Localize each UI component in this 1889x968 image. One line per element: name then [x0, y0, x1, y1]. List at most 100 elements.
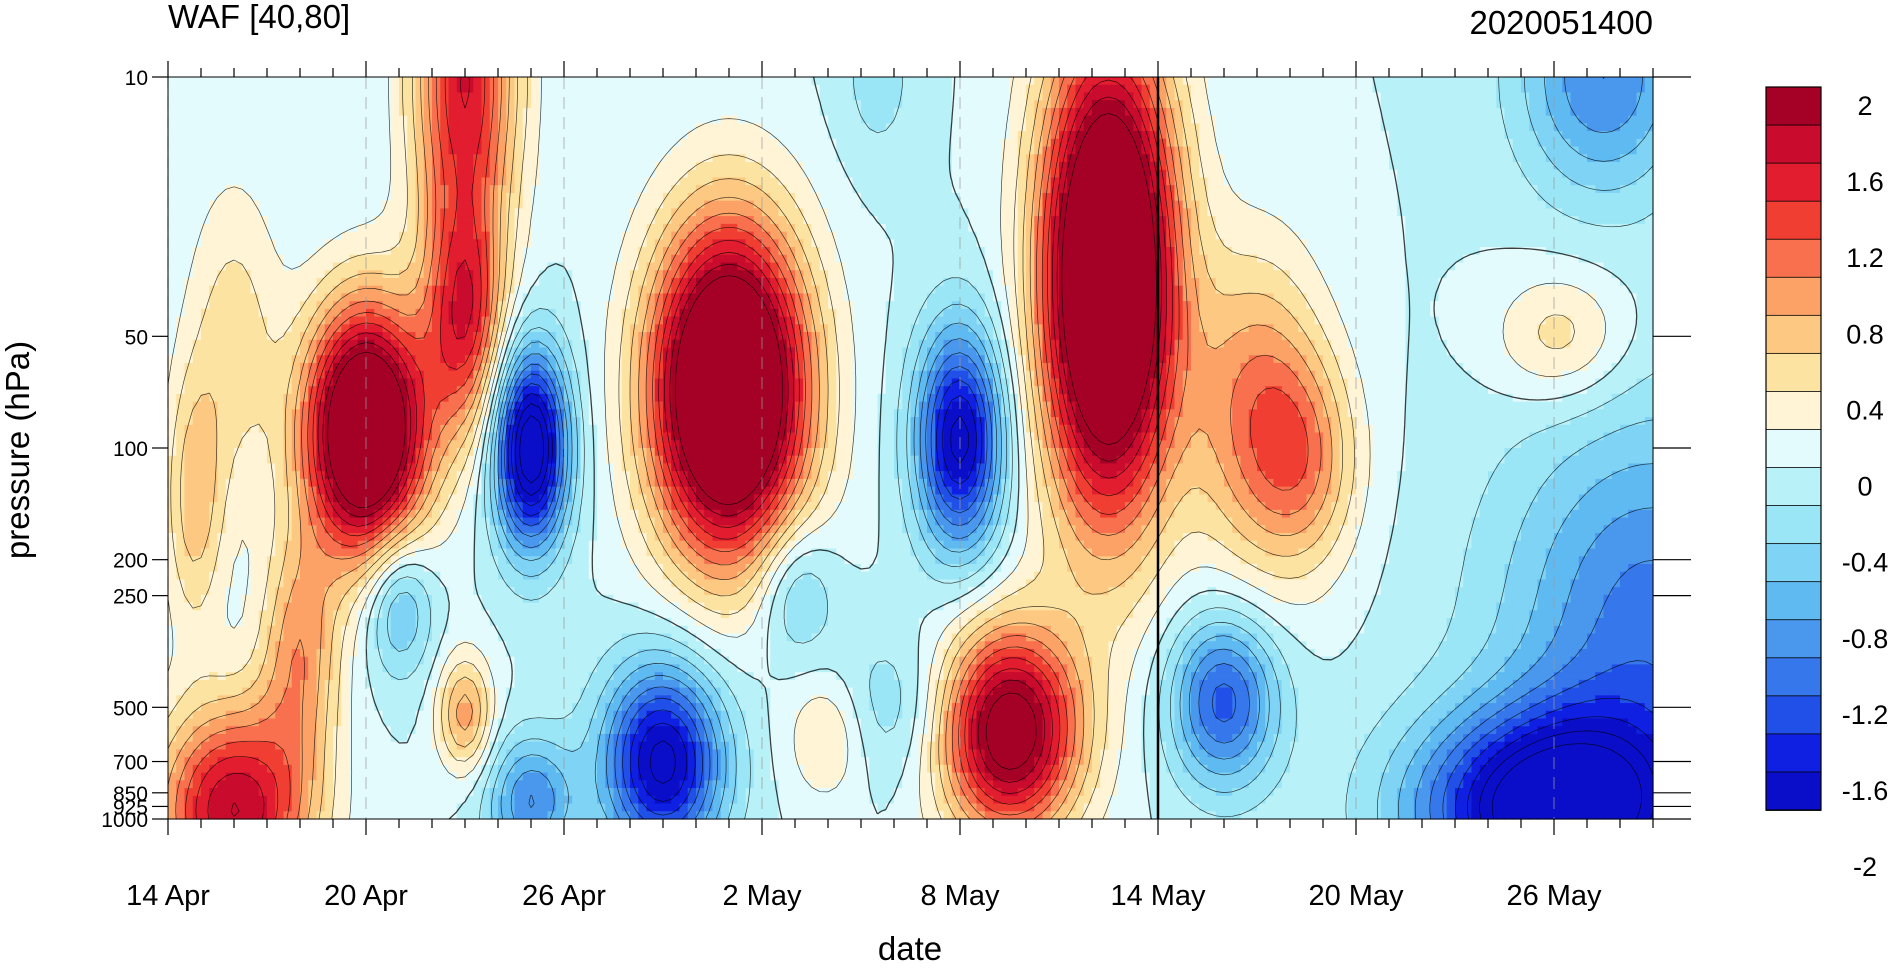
field-cell — [522, 162, 532, 171]
field-cell — [836, 138, 846, 148]
field-cell — [1347, 123, 1357, 132]
field-cell — [1232, 123, 1242, 132]
field-cell — [1397, 223, 1407, 233]
field-cell — [1026, 92, 1035, 101]
field-cell — [366, 262, 375, 271]
field-cell — [1562, 162, 1572, 171]
field-cell — [1290, 162, 1299, 171]
field-cell — [267, 107, 276, 117]
field-cell — [704, 247, 714, 256]
field-cell — [324, 231, 334, 240]
field-cell — [1636, 100, 1646, 109]
field-cell — [209, 200, 219, 209]
field-cell — [465, 239, 474, 248]
field-cell — [514, 154, 524, 163]
field-cell — [580, 270, 590, 279]
field-cell — [333, 223, 342, 233]
field-cell — [1232, 84, 1242, 94]
field-cell — [547, 231, 557, 240]
field-cell — [1504, 84, 1514, 94]
field-cell — [1133, 185, 1143, 194]
field-cell — [498, 262, 507, 271]
field-cell — [1578, 231, 1588, 240]
field-cell — [1075, 262, 1085, 271]
field-cell — [976, 223, 986, 233]
field-cell — [1224, 239, 1233, 248]
field-cell — [588, 208, 598, 217]
field-cell — [1050, 247, 1060, 256]
field-cell — [580, 223, 590, 233]
field-cell — [1067, 131, 1077, 140]
field-cell — [1537, 223, 1547, 233]
field-cell — [1116, 200, 1126, 209]
field-cell — [1067, 107, 1077, 117]
field-cell — [613, 100, 623, 109]
field-cell — [531, 200, 540, 209]
field-cell — [1438, 208, 1448, 217]
field-cell — [630, 177, 639, 186]
field-cell — [927, 208, 936, 217]
field-cell — [819, 262, 829, 271]
field-cell — [902, 146, 912, 155]
field-cell — [291, 200, 301, 209]
field-cell — [1257, 169, 1266, 179]
field-cell — [357, 84, 367, 94]
field-cell — [555, 107, 565, 117]
field-cell — [753, 285, 763, 295]
field-cell — [1149, 92, 1159, 101]
field-cell — [844, 115, 854, 124]
field-cell — [300, 192, 309, 202]
field-cell — [1545, 77, 1555, 86]
field-cell — [1116, 169, 1126, 179]
field-cell — [514, 192, 524, 202]
field-cell — [1372, 146, 1382, 155]
field-cell — [1595, 100, 1605, 109]
field-cell — [1125, 239, 1134, 248]
field-cell — [506, 162, 516, 171]
field-cell — [778, 92, 788, 101]
field-cell — [679, 146, 689, 155]
field-cell — [209, 177, 219, 186]
field-cell — [448, 285, 458, 295]
field-cell — [960, 185, 969, 194]
field-cell — [786, 92, 796, 101]
field-cell — [209, 270, 219, 279]
field-cell — [1471, 223, 1481, 233]
field-cell — [1422, 208, 1431, 217]
field-cell — [984, 185, 994, 194]
field-cell — [1364, 216, 1374, 225]
field-cell — [489, 107, 499, 117]
field-cell — [374, 239, 384, 248]
field-cell — [1422, 162, 1431, 171]
field-cell — [473, 285, 483, 295]
field-cell — [1545, 254, 1555, 264]
field-cell — [1009, 100, 1019, 109]
field-cell — [960, 84, 969, 94]
field-cell — [811, 223, 821, 233]
field-cell — [184, 192, 194, 202]
field-cell — [1620, 208, 1629, 217]
field-cell — [1314, 192, 1324, 202]
field-cell — [770, 185, 780, 194]
field-cell — [1422, 169, 1431, 179]
field-cell — [1479, 192, 1489, 202]
field-cell — [704, 138, 714, 148]
field-cell — [869, 77, 879, 86]
field-cell — [737, 200, 747, 209]
field-cell — [1521, 216, 1530, 225]
field-cell — [1356, 231, 1365, 240]
field-cell — [1182, 192, 1192, 202]
field-cell — [968, 100, 978, 109]
field-cell — [1488, 146, 1497, 155]
field-cell — [927, 285, 936, 295]
field-cell — [902, 107, 912, 117]
field-cell — [1141, 192, 1151, 202]
field-cell — [506, 277, 516, 287]
field-cell — [786, 138, 796, 148]
field-cell — [712, 262, 722, 271]
field-cell — [1356, 239, 1365, 248]
field-cell — [687, 115, 697, 124]
field-cell — [984, 77, 994, 86]
field-cell — [836, 100, 846, 109]
field-cell — [720, 200, 730, 209]
